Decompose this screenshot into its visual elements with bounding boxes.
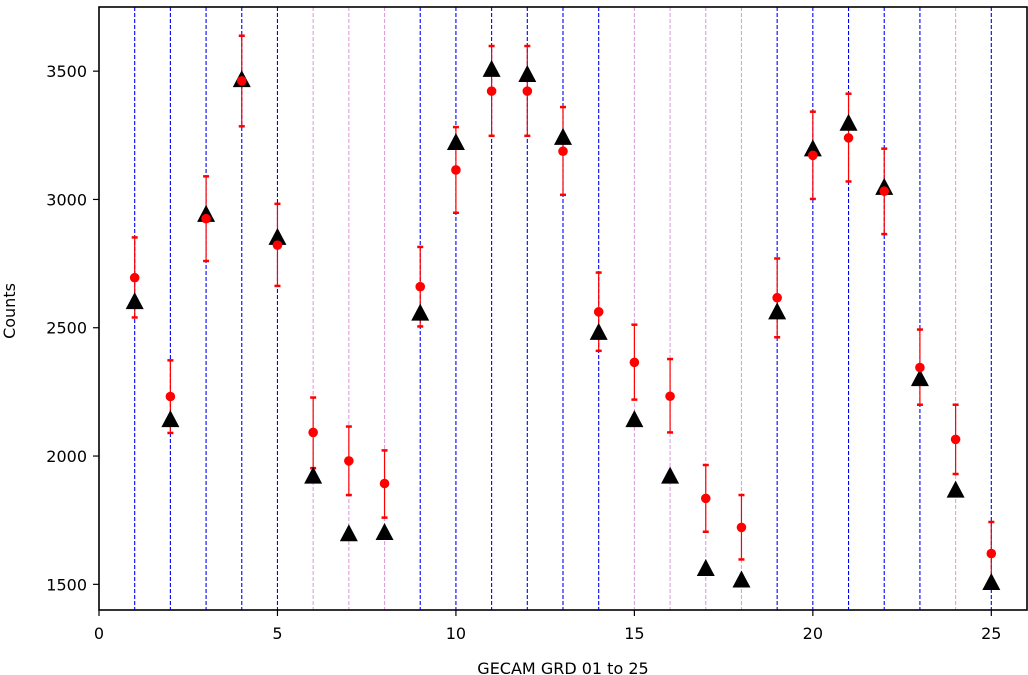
y-tick-label: 2000 (46, 447, 87, 466)
circle-point-23 (915, 362, 925, 373)
circle-point-21 (843, 133, 854, 143)
y-tick-label: 1500 (46, 575, 87, 594)
circle-point-9 (415, 281, 426, 292)
triangle-point-21 (839, 113, 858, 131)
triangle-point-15 (625, 410, 644, 428)
circle-point-4 (236, 76, 247, 86)
triangle-point-20 (803, 139, 822, 157)
triangle-point-24 (946, 480, 965, 498)
circle-point-5 (272, 240, 283, 250)
circle-point-10 (451, 165, 461, 175)
circle-point-3 (201, 213, 211, 224)
x-axis-ticks: 0 5 10 15 20 25 (94, 610, 1001, 643)
circle-series (129, 76, 997, 559)
y-tick-label: 3000 (46, 190, 87, 209)
circle-point-8 (379, 478, 390, 489)
triangle-point-6 (304, 466, 323, 484)
y-axis-ticks: 1500 2000 2500 3000 3500 (46, 62, 99, 594)
triangle-point-14 (589, 322, 608, 340)
triangle-point-9 (411, 303, 430, 321)
circle-point-11 (486, 86, 497, 96)
circle-point-13 (558, 146, 568, 157)
triangle-point-18 (732, 570, 751, 588)
circle-point-18 (736, 522, 747, 533)
triangle-point-25 (982, 573, 1001, 591)
triangle-point-5 (268, 227, 287, 245)
detector-lines (134, 7, 992, 610)
triangle-point-16 (661, 466, 680, 484)
circle-point-25 (986, 548, 997, 559)
x-tick-label: 15 (624, 624, 644, 643)
triangle-series (125, 59, 1001, 591)
y-tick-label: 2500 (46, 319, 87, 338)
triangle-point-7 (339, 524, 358, 542)
y-tick-label: 3500 (46, 62, 87, 81)
triangle-point-13 (554, 127, 572, 145)
circle-point-16 (665, 391, 675, 402)
triangle-point-10 (446, 132, 465, 150)
circle-point-20 (808, 150, 818, 161)
triangle-point-2 (161, 410, 180, 428)
triangle-point-17 (696, 558, 715, 576)
circle-point-17 (700, 493, 711, 504)
circle-point-15 (629, 357, 640, 368)
circle-point-14 (593, 307, 604, 317)
x-tick-label: 20 (803, 624, 823, 643)
x-tick-label: 25 (981, 624, 1001, 643)
circle-point-12 (522, 86, 533, 96)
x-axis-label: GECAM GRD 01 to 25 (477, 659, 648, 675)
x-tick-label: 10 (446, 624, 466, 643)
triangle-point-12 (518, 64, 537, 82)
triangle-point-23 (910, 369, 929, 387)
y-axis-label: Counts (0, 283, 19, 339)
circle-point-6 (308, 427, 318, 438)
triangle-point-19 (768, 302, 787, 320)
triangle-point-11 (482, 59, 501, 77)
triangle-point-1 (125, 292, 144, 310)
x-tick-label: 5 (272, 624, 282, 643)
circle-point-1 (129, 272, 140, 283)
circle-point-2 (165, 391, 176, 402)
circle-point-7 (344, 456, 354, 466)
triangle-point-8 (375, 523, 394, 541)
x-tick-label: 0 (94, 624, 104, 643)
plot-frame (98, 6, 1028, 611)
circle-point-19 (772, 292, 782, 303)
circle-point-22 (879, 186, 890, 197)
circle-point-24 (950, 434, 961, 445)
